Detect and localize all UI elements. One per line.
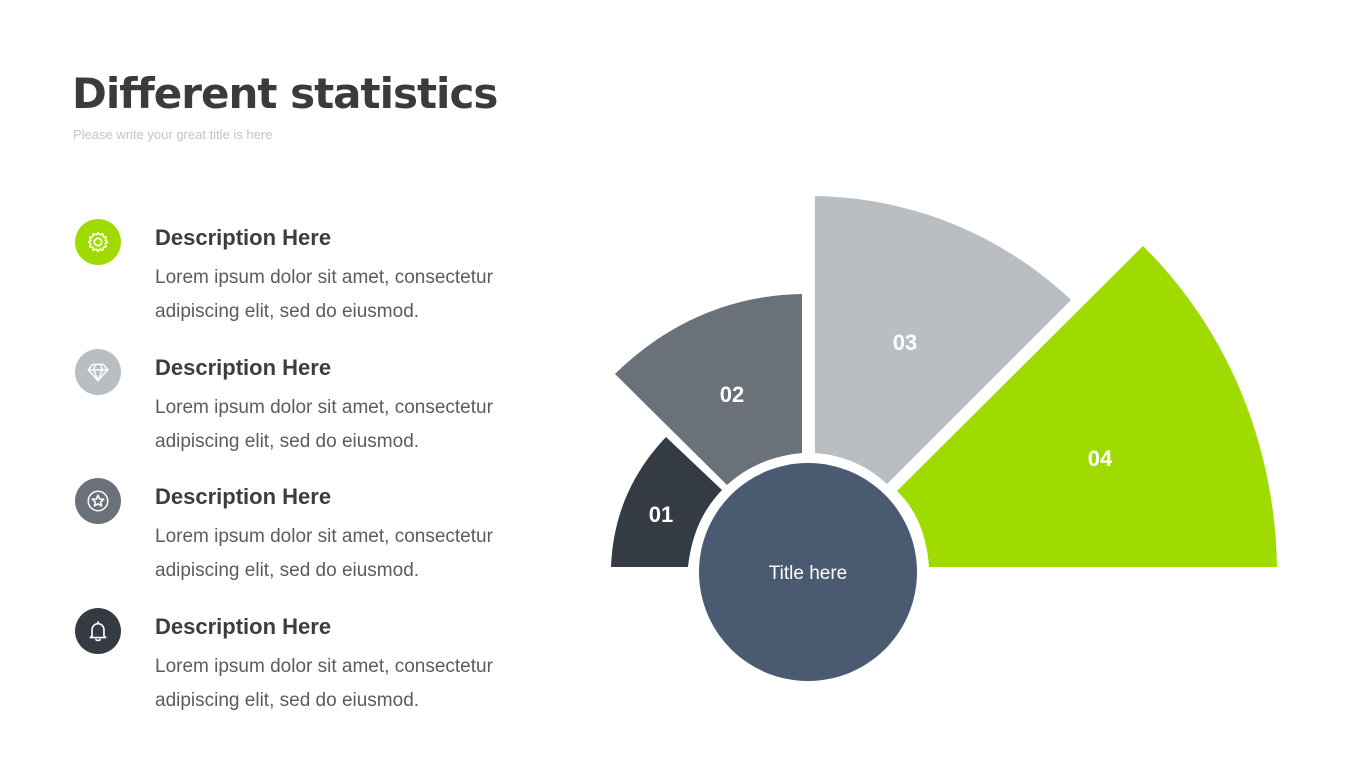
item-icon-badge: [75, 608, 121, 654]
description-item-2: Description Here Lorem ipsum dolor sit a…: [75, 348, 535, 458]
star-badge-icon: [87, 490, 109, 512]
segment-01: [611, 437, 722, 567]
segment-04: [897, 246, 1277, 567]
description-item-1: Description Here Lorem ipsum dolor sit a…: [75, 218, 535, 328]
center-title: Title here: [769, 563, 848, 584]
item-body: Lorem ipsum dolor sit amet, consectetur …: [155, 656, 493, 711]
gear-icon: [87, 231, 109, 253]
center-circle-fill: [699, 463, 917, 681]
item-body: Lorem ipsum dolor sit amet, consectetur …: [155, 526, 493, 581]
description-item-3: Description Here Lorem ipsum dolor sit a…: [75, 477, 535, 587]
segment-01-label: 01: [649, 502, 673, 527]
item-heading: Description Here: [155, 614, 332, 639]
item-icon-badge: [75, 478, 121, 524]
item-icon-badge: [75, 219, 121, 265]
item-icon-badge: [75, 349, 121, 395]
bell-icon: [89, 620, 107, 642]
description-item-4: Description Here Lorem ipsum dolor sit a…: [75, 607, 535, 717]
segment-03-label: 03: [893, 330, 917, 355]
page-subtitle: Please write your great title is here: [73, 127, 273, 142]
item-body: Lorem ipsum dolor sit amet, consectetur …: [155, 397, 493, 452]
item-body: Lorem ipsum dolor sit amet, consectetur …: [155, 267, 493, 322]
item-heading: Description Here: [155, 484, 332, 509]
segment-02: [615, 294, 802, 485]
diamond-icon: [87, 363, 109, 382]
item-heading: Description Here: [155, 225, 332, 250]
item-heading: Description Here: [155, 355, 332, 380]
segment-03: [815, 196, 1071, 484]
page-title: Different statistics: [72, 69, 498, 118]
segment-02-label: 02: [720, 382, 744, 407]
segment-04-label: 04: [1088, 446, 1113, 471]
